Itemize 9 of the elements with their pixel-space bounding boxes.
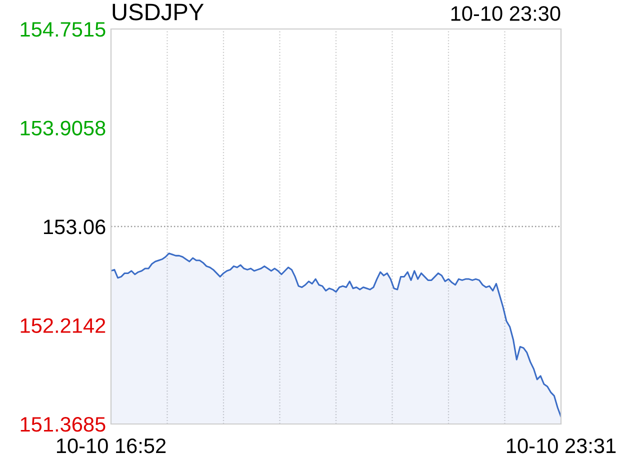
x-tick-label: 10-10 23:31 (506, 438, 616, 454)
chart-title: USDJPY (112, 4, 204, 20)
y-tick-label: 151.3685 (20, 417, 106, 432)
y-tick-label: 154.7515 (20, 22, 106, 37)
text: 10-10 23:30 (451, 6, 560, 21)
y-tick-label: 153.06 (44, 220, 106, 234)
y-tick-label: 152.2142 (20, 318, 106, 334)
y-tick-label: 153.9058 (20, 120, 106, 136)
x-tick-label: 10-10 16:52 (56, 438, 166, 454)
